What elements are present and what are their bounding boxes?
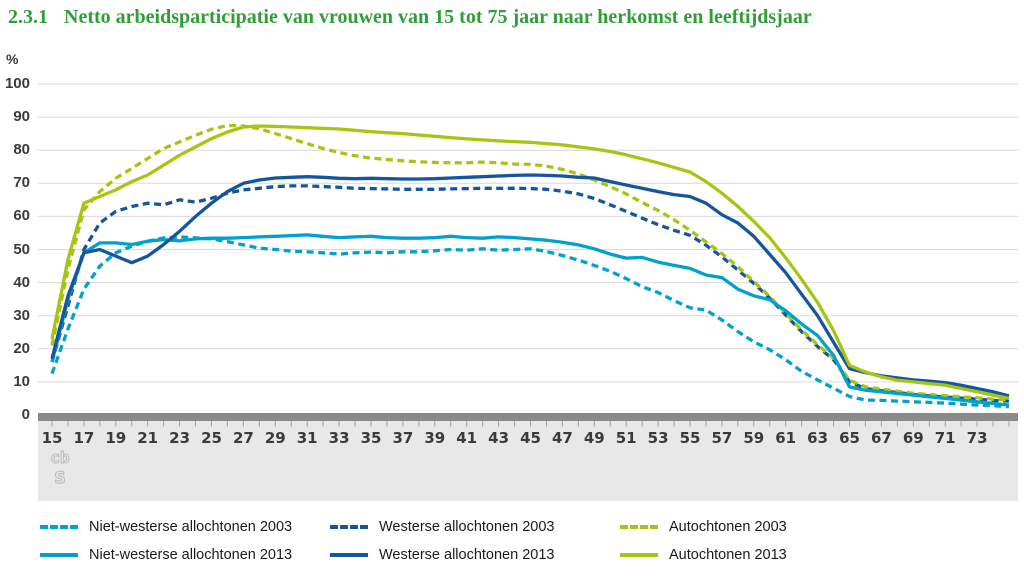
legend-swatch-line bbox=[330, 525, 368, 529]
series-line-westerse-allochtonen-2003 bbox=[50, 184, 1010, 403]
x-tick-label: 37 bbox=[392, 429, 413, 447]
chart-title-text: Netto arbeidsparticipatie van vrouwen va… bbox=[64, 6, 812, 28]
x-tick-label: 27 bbox=[233, 429, 254, 447]
x-tick-label: 17 bbox=[73, 429, 94, 447]
legend-swatch-line bbox=[620, 553, 658, 557]
x-tick-label: 69 bbox=[903, 429, 924, 447]
legend-label: Niet-westerse allochtonen 2013 bbox=[89, 547, 293, 563]
y-axis-unit-label: % bbox=[6, 51, 19, 67]
x-tick-label: 51 bbox=[616, 429, 637, 447]
x-tick-label: 55 bbox=[680, 429, 701, 447]
x-axis-ticks bbox=[51, 421, 1010, 427]
chart-title-number: 2.3.1 bbox=[8, 6, 48, 28]
legend: Niet-westerse allochtonen 2003 Westerse a… bbox=[40, 518, 1010, 564]
x-axis-line bbox=[38, 413, 1018, 421]
x-tick-label: 65 bbox=[839, 429, 860, 447]
x-tick-label: 19 bbox=[105, 429, 126, 447]
x-tick-label: 73 bbox=[967, 429, 988, 447]
y-tick-label: 50 bbox=[13, 240, 30, 258]
x-tick-label: 15 bbox=[42, 429, 63, 447]
cbs-logo-line1: cb bbox=[50, 448, 69, 467]
y-tick-label: 0 bbox=[21, 406, 30, 423]
legend-swatch-line bbox=[40, 553, 78, 557]
legend-item: Westerse allochtonen 2013 bbox=[330, 546, 620, 564]
y-tick-label: 80 bbox=[13, 141, 30, 159]
x-tick-label: 49 bbox=[584, 429, 605, 447]
x-tick-label: 29 bbox=[265, 429, 286, 447]
x-tick-label: 71 bbox=[935, 429, 956, 447]
legend-swatch-line bbox=[330, 553, 368, 557]
x-tick-label: 35 bbox=[361, 429, 382, 447]
x-tick-label: 41 bbox=[456, 429, 477, 447]
y-tick-label: 60 bbox=[13, 207, 30, 225]
y-tick-label: 20 bbox=[13, 339, 30, 357]
x-tick-label: 59 bbox=[743, 429, 764, 447]
x-tick-label: 31 bbox=[297, 429, 318, 447]
legend-item: Niet-westerse allochtonen 2013 bbox=[40, 546, 330, 564]
series-line-autochtonen-2013 bbox=[50, 124, 1010, 401]
legend-label: Autochtonen 2013 bbox=[669, 547, 787, 563]
legend-label: Westerse allochtonen 2013 bbox=[379, 547, 555, 563]
x-tick-label: 39 bbox=[424, 429, 445, 447]
cbs-logo: cb s bbox=[50, 447, 70, 488]
legend-item: Westerse allochtonen 2003 bbox=[330, 518, 620, 536]
x-tick-label: 43 bbox=[488, 429, 509, 447]
x-tick-label: 61 bbox=[775, 429, 796, 447]
x-tick-label: 53 bbox=[648, 429, 669, 447]
series-lines bbox=[50, 123, 1010, 409]
legend-item: Autochtonen 2003 bbox=[620, 518, 1010, 536]
series-line-autochtonen-2003 bbox=[50, 123, 1010, 402]
x-axis-band bbox=[38, 421, 1018, 501]
legend-label: Autochtonen 2003 bbox=[669, 519, 787, 535]
x-tick-label: 47 bbox=[552, 429, 573, 447]
x-tick-label: 33 bbox=[329, 429, 350, 447]
x-axis-bar bbox=[38, 413, 1018, 421]
y-tick-label: 40 bbox=[13, 273, 30, 291]
series-line-niet-westerse-allochtonen-2003 bbox=[50, 235, 1010, 409]
series-line-westerse-allochtonen-2013 bbox=[50, 173, 1010, 398]
x-tick-label: 67 bbox=[871, 429, 892, 447]
x-tick-label: 23 bbox=[169, 429, 190, 447]
y-tick-label: 70 bbox=[13, 174, 30, 192]
legend-swatch-line bbox=[620, 525, 658, 529]
y-tick-label: 90 bbox=[13, 108, 30, 126]
x-tick-label: 21 bbox=[137, 429, 158, 447]
legend-swatch-line bbox=[40, 525, 78, 529]
legend-label: Westerse allochtonen 2003 bbox=[379, 519, 555, 535]
y-tick-label: 30 bbox=[13, 306, 30, 324]
y-tick-label: 100 bbox=[4, 75, 30, 92]
series-line-niet-westerse-allochtonen-2013 bbox=[50, 233, 1010, 407]
cbs-logo-line2: s bbox=[54, 464, 67, 488]
legend-item: Autochtonen 2013 bbox=[620, 546, 1010, 564]
y-tick-label: 10 bbox=[13, 372, 30, 390]
legend-label: Niet-westerse allochtonen 2003 bbox=[89, 519, 293, 535]
x-tick-label: 25 bbox=[201, 429, 222, 447]
x-tick-labels: 15 17 19 21 23 25 27 29 31 33 35 37 39 41 43 45 47 49 51 53… bbox=[42, 429, 988, 447]
x-tick-label: 63 bbox=[807, 429, 828, 447]
legend-item: Niet-westerse allochtonen 2003 bbox=[40, 518, 330, 536]
chart-title: 2.3.1 Netto arbeidsparticipatie van vrouw… bbox=[8, 6, 812, 29]
x-tick-label: 57 bbox=[711, 429, 732, 447]
x-tick-label: 45 bbox=[520, 429, 541, 447]
gridlines bbox=[38, 83, 1018, 383]
